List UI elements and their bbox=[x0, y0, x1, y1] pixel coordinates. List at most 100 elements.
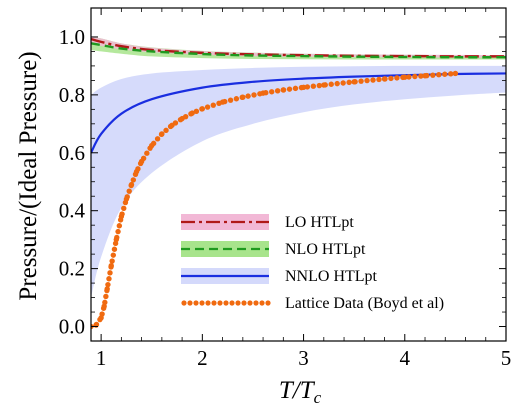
y-tick-label: 0.0 bbox=[59, 315, 85, 339]
lattice-dot bbox=[108, 264, 114, 270]
lattice-dot bbox=[406, 74, 412, 80]
lattice-dot bbox=[430, 72, 436, 78]
lattice-dot bbox=[114, 234, 120, 241]
lattice-dot bbox=[269, 89, 275, 95]
legend-dot bbox=[199, 300, 205, 306]
lattice-dot bbox=[298, 84, 305, 91]
lattice-dot bbox=[370, 77, 376, 83]
lattice-dot bbox=[105, 281, 111, 288]
series-lines bbox=[91, 37, 506, 330]
lattice-dot bbox=[316, 82, 322, 89]
lattice-dot bbox=[137, 160, 144, 167]
lattice-dot bbox=[233, 96, 240, 102]
line-nlo-htlpt bbox=[91, 42, 506, 59]
lattice-dot bbox=[188, 111, 194, 117]
lattice-dot bbox=[100, 305, 107, 311]
lattice-dot bbox=[140, 155, 147, 161]
lattice-dot bbox=[102, 299, 108, 306]
legend-item-lattice-data-boyd-et-al: Lattice Data (Boyd et al) bbox=[181, 295, 444, 312]
lattice-dot bbox=[193, 108, 200, 115]
lattice-dot bbox=[280, 87, 287, 93]
lattice-dot bbox=[172, 120, 179, 126]
lattice-dot bbox=[358, 78, 364, 84]
lattice-dot bbox=[167, 123, 174, 130]
lattice-dot bbox=[274, 88, 281, 94]
lattice-dot bbox=[111, 246, 118, 252]
lattice-dot bbox=[122, 199, 129, 206]
lattice-dot bbox=[124, 194, 130, 200]
legend-dot bbox=[211, 300, 217, 306]
legend-dot bbox=[235, 300, 241, 306]
plot-frame bbox=[90, 7, 507, 342]
lattice-dot bbox=[394, 75, 400, 81]
lattice-dot bbox=[418, 73, 424, 79]
legend-dot bbox=[181, 300, 187, 306]
lattice-dot bbox=[126, 188, 132, 194]
lattice-dot bbox=[158, 131, 165, 138]
legend-dot bbox=[193, 300, 199, 306]
legend-dot bbox=[265, 300, 271, 306]
band-nnlo-htlpt bbox=[91, 65, 506, 298]
lattice-dot bbox=[263, 90, 269, 96]
lattice-dot bbox=[251, 92, 257, 98]
y-tick-label: 0.4 bbox=[59, 199, 86, 223]
lattice-dot bbox=[104, 287, 110, 294]
lattice-dot bbox=[286, 86, 293, 92]
plot-background bbox=[91, 8, 506, 341]
legend-item-nnlo-htlpt: NNLO HTLpt bbox=[181, 268, 378, 285]
y-tick-label: 0.2 bbox=[59, 257, 85, 281]
tick-labels: 1 2 3 4 5 0.0 0.2 0.4 0.6 0.8 1.0 bbox=[59, 25, 512, 370]
legend-dot bbox=[205, 300, 211, 306]
lattice-dot bbox=[382, 76, 388, 82]
lattice-dot bbox=[328, 81, 334, 87]
y-axis-title: Pressure/(Ideal Pressure) bbox=[15, 51, 42, 300]
legend-dot bbox=[259, 300, 265, 306]
y-tick-label: 0.8 bbox=[59, 83, 85, 107]
lattice-dot bbox=[334, 80, 340, 87]
y-tick-label: 1.0 bbox=[59, 25, 85, 49]
lattice-dot bbox=[107, 270, 113, 276]
lattice-dot bbox=[150, 140, 157, 147]
x-tick-label: 4 bbox=[400, 346, 411, 370]
lattice-dot bbox=[239, 94, 245, 101]
legend-dot bbox=[241, 300, 247, 306]
lattice-point bbox=[452, 70, 459, 77]
lattice-dot bbox=[210, 102, 216, 108]
lattice-dot bbox=[199, 106, 205, 112]
lattice-dot bbox=[227, 97, 234, 103]
lattice-dot bbox=[121, 205, 127, 212]
legend-item-lo-htlpt: LO HTLpt bbox=[181, 214, 354, 231]
legend-dot bbox=[229, 300, 235, 306]
lattice-dot bbox=[376, 76, 382, 83]
legend-dot bbox=[253, 300, 259, 306]
lattice-dot bbox=[103, 293, 109, 300]
lattice-dot bbox=[99, 311, 105, 317]
lattice-dot bbox=[388, 75, 394, 82]
lattice-dot bbox=[322, 82, 328, 88]
lattice-dot bbox=[182, 113, 189, 120]
lattice-dot bbox=[304, 84, 311, 90]
lattice-dot bbox=[93, 321, 100, 328]
legend-label: NNLO HTLpt bbox=[285, 268, 378, 285]
x-tick-label: 5 bbox=[501, 346, 512, 370]
x-tick-label: 2 bbox=[197, 346, 208, 370]
lattice-dot bbox=[144, 150, 150, 156]
lattice-dot bbox=[116, 223, 123, 229]
lattice-dot bbox=[245, 93, 251, 99]
lattice-dot bbox=[112, 240, 119, 247]
lattice-dot bbox=[109, 258, 115, 264]
lattice-dot bbox=[310, 83, 317, 89]
lattice-dot bbox=[147, 145, 153, 151]
lattice-dot bbox=[163, 127, 169, 134]
lattice-dot bbox=[117, 217, 124, 223]
legend-dot bbox=[217, 300, 223, 306]
legend: LO HTLpt NLO HTLpt NNLO HTLpt Lattice Data … bbox=[181, 214, 444, 312]
legend-label: LO HTLpt bbox=[285, 214, 354, 231]
x-tick-label: 1 bbox=[96, 346, 107, 370]
lattice-dot bbox=[130, 177, 137, 183]
lattice-dot bbox=[216, 100, 222, 106]
lattice-dot bbox=[135, 166, 141, 172]
legend-dot bbox=[223, 300, 229, 306]
lattice-dot bbox=[340, 80, 346, 86]
